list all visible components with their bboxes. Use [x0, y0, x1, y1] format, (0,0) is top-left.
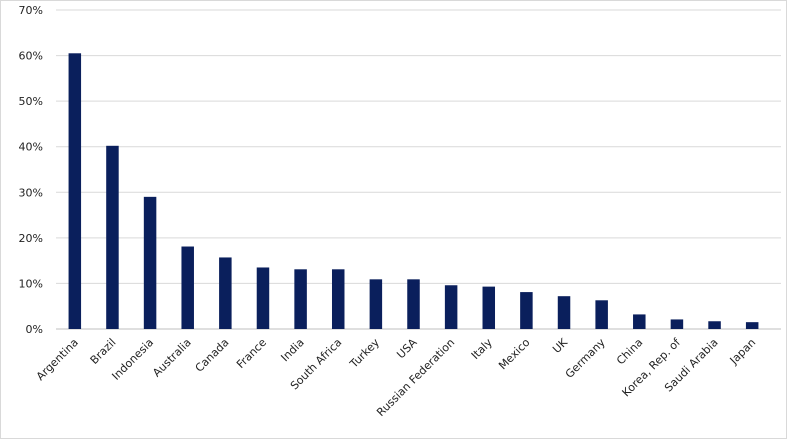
x-tick-label: Turkey — [347, 336, 383, 372]
y-tick-label: 50% — [19, 95, 43, 108]
bar — [219, 257, 232, 329]
x-tick-label: USA — [394, 336, 420, 362]
bar — [331, 269, 345, 329]
y-tick-label: 20% — [19, 232, 43, 245]
y-tick-label: 0% — [26, 323, 43, 336]
x-tick-label: China — [614, 336, 645, 367]
bar-series — [68, 53, 759, 330]
y-tick-label: 70% — [19, 4, 43, 17]
y-tick-label: 60% — [19, 50, 43, 63]
bar — [369, 279, 383, 329]
y-tick-label: 10% — [19, 277, 43, 290]
y-tick-label: 40% — [19, 141, 43, 154]
x-tick-label: India — [278, 336, 306, 364]
x-tick-label: Japan — [727, 336, 759, 368]
grid-layer — [56, 9, 781, 330]
bar — [633, 314, 646, 329]
x-tick-label: Canada — [193, 336, 232, 375]
x-tick-label: Indonesia — [109, 336, 156, 383]
bar — [407, 279, 420, 329]
bar — [520, 292, 533, 329]
x-tick-label: Germany — [563, 336, 608, 381]
y-axis: 0% 10% 20% 30% 40% 50% 60% 70% — [19, 4, 43, 336]
bar — [68, 53, 82, 330]
bar — [670, 319, 684, 329]
bar — [595, 300, 608, 329]
x-tick-label: UK — [550, 335, 571, 356]
bar — [708, 321, 721, 329]
x-tick-label: Argentina — [34, 336, 81, 383]
bar — [294, 269, 307, 329]
x-tick-label: Mexico — [496, 336, 533, 373]
bar — [557, 296, 571, 329]
x-tick-label: Italy — [469, 336, 495, 362]
bar — [143, 196, 157, 329]
bar — [256, 267, 270, 329]
bar — [106, 145, 119, 329]
bar — [745, 322, 759, 329]
y-tick-label: 30% — [19, 186, 43, 199]
x-tick-label: France — [234, 336, 269, 371]
x-tick-label: Brazil — [88, 336, 119, 367]
bar — [444, 285, 458, 329]
bar — [482, 286, 496, 329]
bar — [181, 246, 194, 329]
x-tick-label: Australia — [150, 336, 194, 380]
